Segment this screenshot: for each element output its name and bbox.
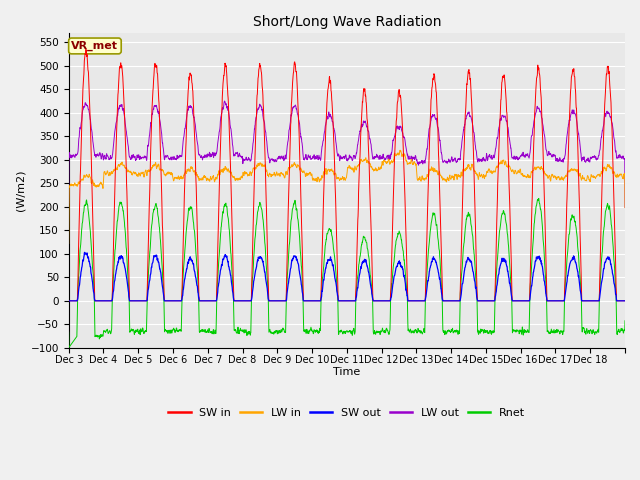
Text: VR_met: VR_met: [72, 41, 118, 51]
Title: Short/Long Wave Radiation: Short/Long Wave Radiation: [253, 15, 441, 29]
X-axis label: Time: Time: [333, 367, 360, 377]
Legend: SW in, LW in, SW out, LW out, Rnet: SW in, LW in, SW out, LW out, Rnet: [164, 404, 530, 423]
Y-axis label: (W/m2): (W/m2): [15, 169, 25, 211]
